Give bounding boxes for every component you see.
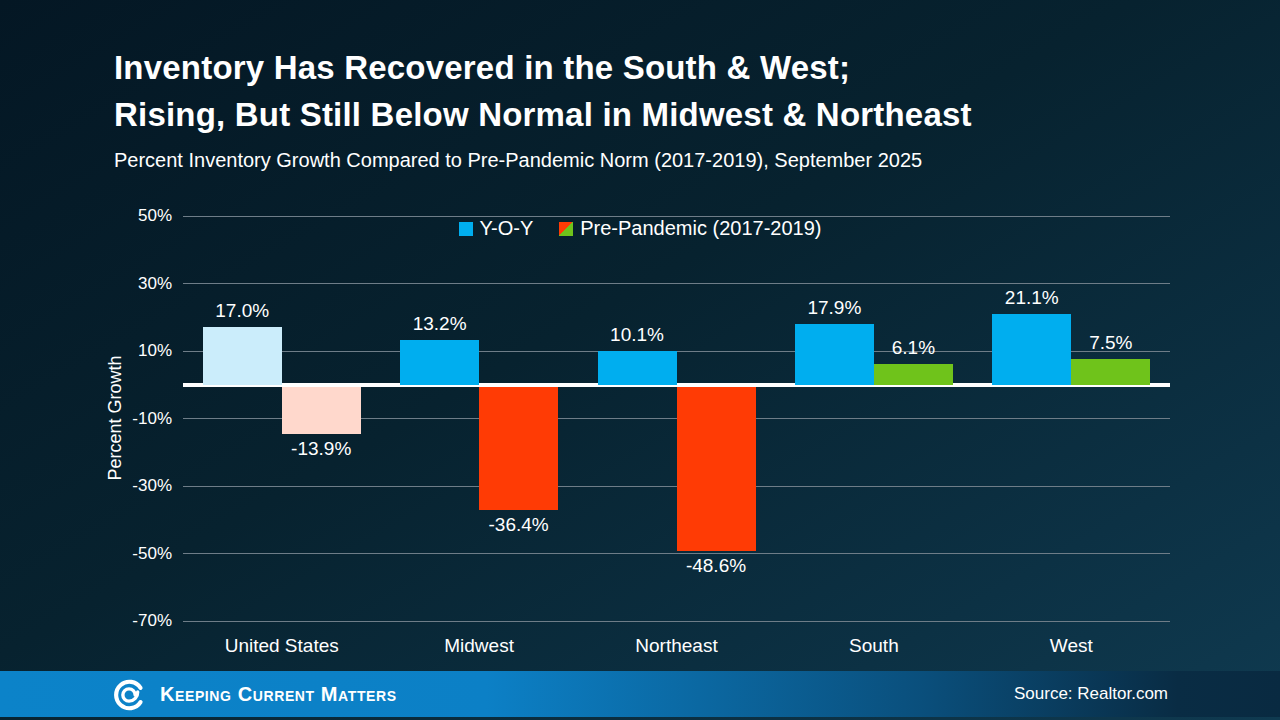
y-tick-label: -70%: [90, 611, 172, 631]
y-tick-label: -10%: [90, 409, 172, 429]
y-tick-label: 50%: [90, 206, 172, 226]
x-axis-label: Midwest: [380, 635, 577, 657]
bar: [282, 387, 361, 434]
bar-value-label: 7.5%: [1051, 332, 1171, 354]
gridline: [183, 283, 1170, 284]
slide: Inventory Has Recovered in the South & W…: [0, 0, 1280, 720]
bar: [677, 387, 756, 551]
bar-value-label: 17.0%: [182, 300, 302, 322]
source-attribution: Source: Realtor.com: [1014, 684, 1168, 704]
bar: [203, 327, 282, 384]
y-tick-label: 10%: [90, 341, 172, 361]
brand-name: Keeping Current Matters: [160, 683, 397, 706]
bar: [479, 387, 558, 510]
bar: [874, 364, 953, 385]
bar-value-label: 10.1%: [577, 324, 697, 346]
y-tick-label: 30%: [90, 274, 172, 294]
bar-value-label: 6.1%: [853, 337, 973, 359]
kcm-spiral-logo-icon: [112, 678, 146, 712]
x-axis-label: United States: [183, 635, 380, 657]
gridline: [183, 216, 1170, 217]
gridline: [183, 621, 1170, 622]
bar-value-label: -36.4%: [459, 514, 579, 536]
x-axis-label: West: [973, 635, 1170, 657]
bar: [400, 340, 479, 385]
x-axis-label: Northeast: [578, 635, 775, 657]
y-tick-label: -50%: [90, 544, 172, 564]
bar-chart-plot-area: 50% 30% 10% -10% -30% -50% -70% 17.0% -13.9% Unit…: [0, 0, 1280, 720]
bar-value-label: 17.9%: [774, 297, 894, 319]
bar: [598, 351, 677, 385]
y-tick-label: -30%: [90, 476, 172, 496]
bar-value-label: 21.1%: [972, 287, 1092, 309]
x-axis-label: South: [775, 635, 972, 657]
bar-value-label: 13.2%: [380, 313, 500, 335]
bar: [1071, 359, 1150, 384]
bar-value-label: -13.9%: [261, 438, 381, 460]
bar-value-label: -48.6%: [656, 555, 776, 577]
